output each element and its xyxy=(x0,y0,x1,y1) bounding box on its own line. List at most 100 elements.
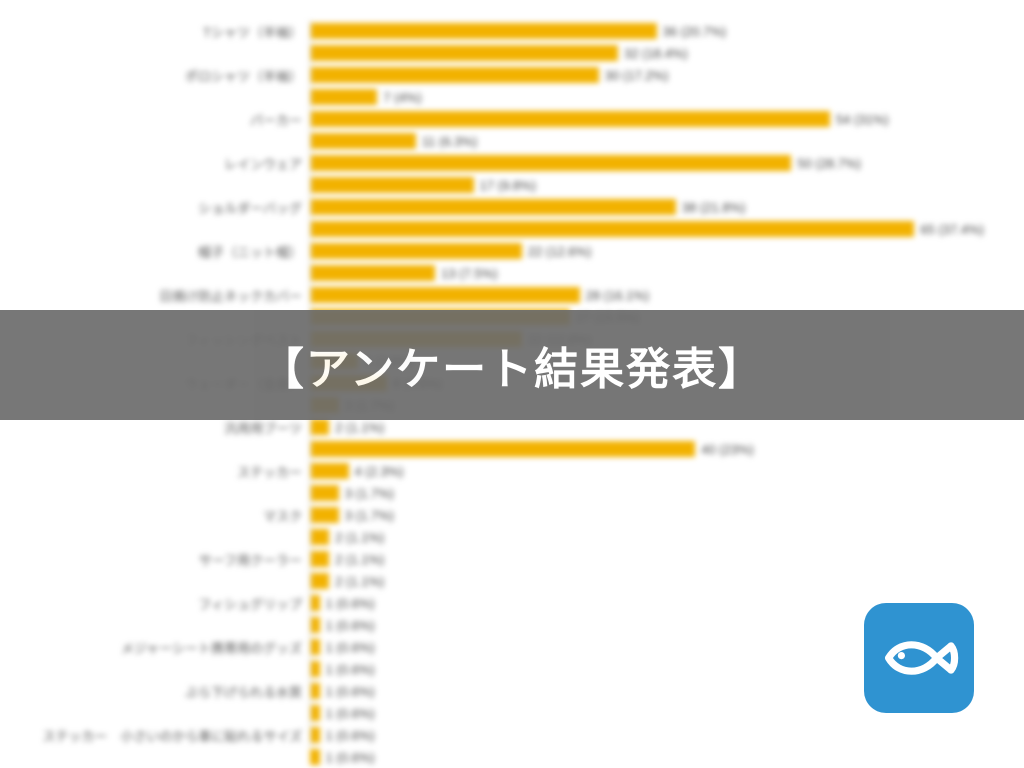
category-label: メジャーシート携帯用のグッズ xyxy=(10,638,310,657)
bar-value-label: 2 (1.1%) xyxy=(335,574,384,589)
bar xyxy=(310,463,349,479)
bar xyxy=(310,661,320,677)
bar xyxy=(310,155,791,171)
category-label: ステッカー 小さいのから車に貼れるサイズ xyxy=(10,726,310,745)
bar-value-label: 1 (0.6%) xyxy=(326,662,375,677)
bar xyxy=(310,133,416,149)
bar xyxy=(310,705,320,721)
bar-cell: 32 (18.4%) xyxy=(310,45,984,61)
chart-row: メジャーシート携帯用のグッズ 1 (0.6%) xyxy=(10,636,984,658)
app-logo xyxy=(864,603,974,713)
bar-value-label: 32 (18.4%) xyxy=(624,46,688,61)
chart-row: 40 (23%) xyxy=(10,438,984,460)
chart-row: 65 (37.4%) xyxy=(10,218,984,240)
chart-row: ショルダーバッグ 38 (21.8%) xyxy=(10,196,984,218)
category-label: ポロシャツ（半袖） xyxy=(10,66,310,85)
bar-value-label: 2 (1.1%) xyxy=(335,530,384,545)
bar-value-label: 30 (17.2%) xyxy=(605,68,669,83)
bar-cell: 13 (7.5%) xyxy=(310,265,984,281)
chart-row: 3 (1.7%) xyxy=(10,482,984,504)
bar-cell: 54 (31%) xyxy=(310,111,984,127)
bar-value-label: 4 (2.3%) xyxy=(355,464,404,479)
chart-row: 13 (7.5%) xyxy=(10,262,984,284)
chart-row: サーフ用クーラー2 (1.1%) xyxy=(10,548,984,570)
bar xyxy=(310,23,657,39)
bar-value-label: 40 (23%) xyxy=(701,442,754,457)
bar xyxy=(310,617,320,633)
bar xyxy=(310,683,320,699)
bar xyxy=(310,221,914,237)
chart-row: 1 (0.6%) xyxy=(10,614,984,636)
bar-cell: 2 (1.1%) xyxy=(310,529,984,545)
chart-row: ステッカー 小さいのから車に貼れるサイズ 1 (0.6%) xyxy=(10,724,984,746)
stage: Tシャツ（半袖）36 (20.7%) 32 (18.4%) ポロシャツ（半袖） 30 … xyxy=(0,0,1024,768)
bar-value-label: 28 (16.1%) xyxy=(586,288,650,303)
chart-row: ポロシャツ（半袖） 30 (17.2%) xyxy=(10,64,984,86)
category-label: ショルダーバッグ xyxy=(10,198,310,217)
category-label: 日焼け防止ネックカバー xyxy=(10,286,310,305)
bar-value-label: 3 (1.7%) xyxy=(345,486,394,501)
bar xyxy=(310,89,377,105)
bar-cell: 7 (4%) xyxy=(310,89,984,105)
bar-value-label: 7 (4%) xyxy=(383,90,421,105)
bar-value-label: 22 (12.6%) xyxy=(528,244,592,259)
bar-cell: 28 (16.1%) xyxy=(310,287,984,303)
bar-cell: 40 (23%) xyxy=(310,441,984,457)
category-label: ステッカー xyxy=(10,462,310,481)
category-label: Tシャツ（半袖） xyxy=(10,22,310,41)
bar-value-label: 2 (1.1%) xyxy=(335,552,384,567)
bar-cell: 2 (1.1%) xyxy=(310,551,984,567)
chart-row: 2 (1.1%) xyxy=(10,570,984,592)
bar-value-label: 1 (0.6%) xyxy=(326,706,375,721)
bar xyxy=(310,243,522,259)
fish-icon xyxy=(879,618,959,698)
chart-row: ぶら下げられる水質 1 (0.6%) xyxy=(10,680,984,702)
chart-row: 1 (0.6%) xyxy=(10,658,984,680)
chart-row: 11 (6.3%) xyxy=(10,130,984,152)
bar xyxy=(310,441,695,457)
bar xyxy=(310,265,435,281)
bar-cell: 3 (1.7%) xyxy=(310,485,984,501)
bar-cell: 4 (2.3%) xyxy=(310,463,984,479)
bar xyxy=(310,749,320,765)
bar xyxy=(310,573,329,589)
bar-value-label: 2 (1.1%) xyxy=(335,420,384,435)
bar xyxy=(310,67,599,83)
chart-row: 1 (0.6%) xyxy=(10,702,984,724)
chart-row: 1 (0.6%) xyxy=(10,746,984,768)
bar-cell: 1 (0.6%) xyxy=(310,727,984,743)
bar-cell: 38 (21.8%) xyxy=(310,199,984,215)
bar-cell: 2 (1.1%) xyxy=(310,419,984,435)
bar-cell: 11 (6.3%) xyxy=(310,133,984,149)
chart-row: 帽子（ニット帽） 22 (12.6%) xyxy=(10,240,984,262)
category-label: ぶら下げられる水質 xyxy=(10,682,310,701)
bar-cell: 17 (9.8%) xyxy=(310,177,984,193)
category-label: マスク xyxy=(10,506,310,525)
bar-value-label: 1 (0.6%) xyxy=(326,684,375,699)
bar-value-label: 54 (31%) xyxy=(836,112,889,127)
bar xyxy=(310,177,474,193)
chart-row: 日焼け防止ネックカバー 28 (16.1%) xyxy=(10,284,984,306)
category-label: 帽子（ニット帽） xyxy=(10,242,310,261)
bar xyxy=(310,551,329,567)
overlay-banner: 【アンケート結果発表】 xyxy=(0,310,1024,420)
chart-row: Tシャツ（半袖）36 (20.7%) xyxy=(10,20,984,42)
bar-value-label: 65 (37.4%) xyxy=(920,222,984,237)
bar-value-label: 3 (1.7%) xyxy=(345,508,394,523)
bar-value-label: 38 (21.8%) xyxy=(682,200,746,215)
bar-value-label: 13 (7.5%) xyxy=(441,266,497,281)
bar-value-label: 11 (6.3%) xyxy=(422,134,477,149)
chart-row: 2 (1.1%) xyxy=(10,526,984,548)
chart-row: マスク 3 (1.7%) xyxy=(10,504,984,526)
bar xyxy=(310,595,320,611)
bar-cell: 36 (20.7%) xyxy=(310,23,984,39)
bar-cell: 22 (12.6%) xyxy=(310,243,984,259)
bar-value-label: 1 (0.6%) xyxy=(326,640,375,655)
chart-row: 32 (18.4%) xyxy=(10,42,984,64)
category-label: レインウェア xyxy=(10,154,310,173)
bar xyxy=(310,485,339,501)
bar-value-label: 1 (0.6%) xyxy=(326,728,375,743)
bar xyxy=(310,111,830,127)
bar xyxy=(310,287,580,303)
chart-row: 7 (4%) xyxy=(10,86,984,108)
